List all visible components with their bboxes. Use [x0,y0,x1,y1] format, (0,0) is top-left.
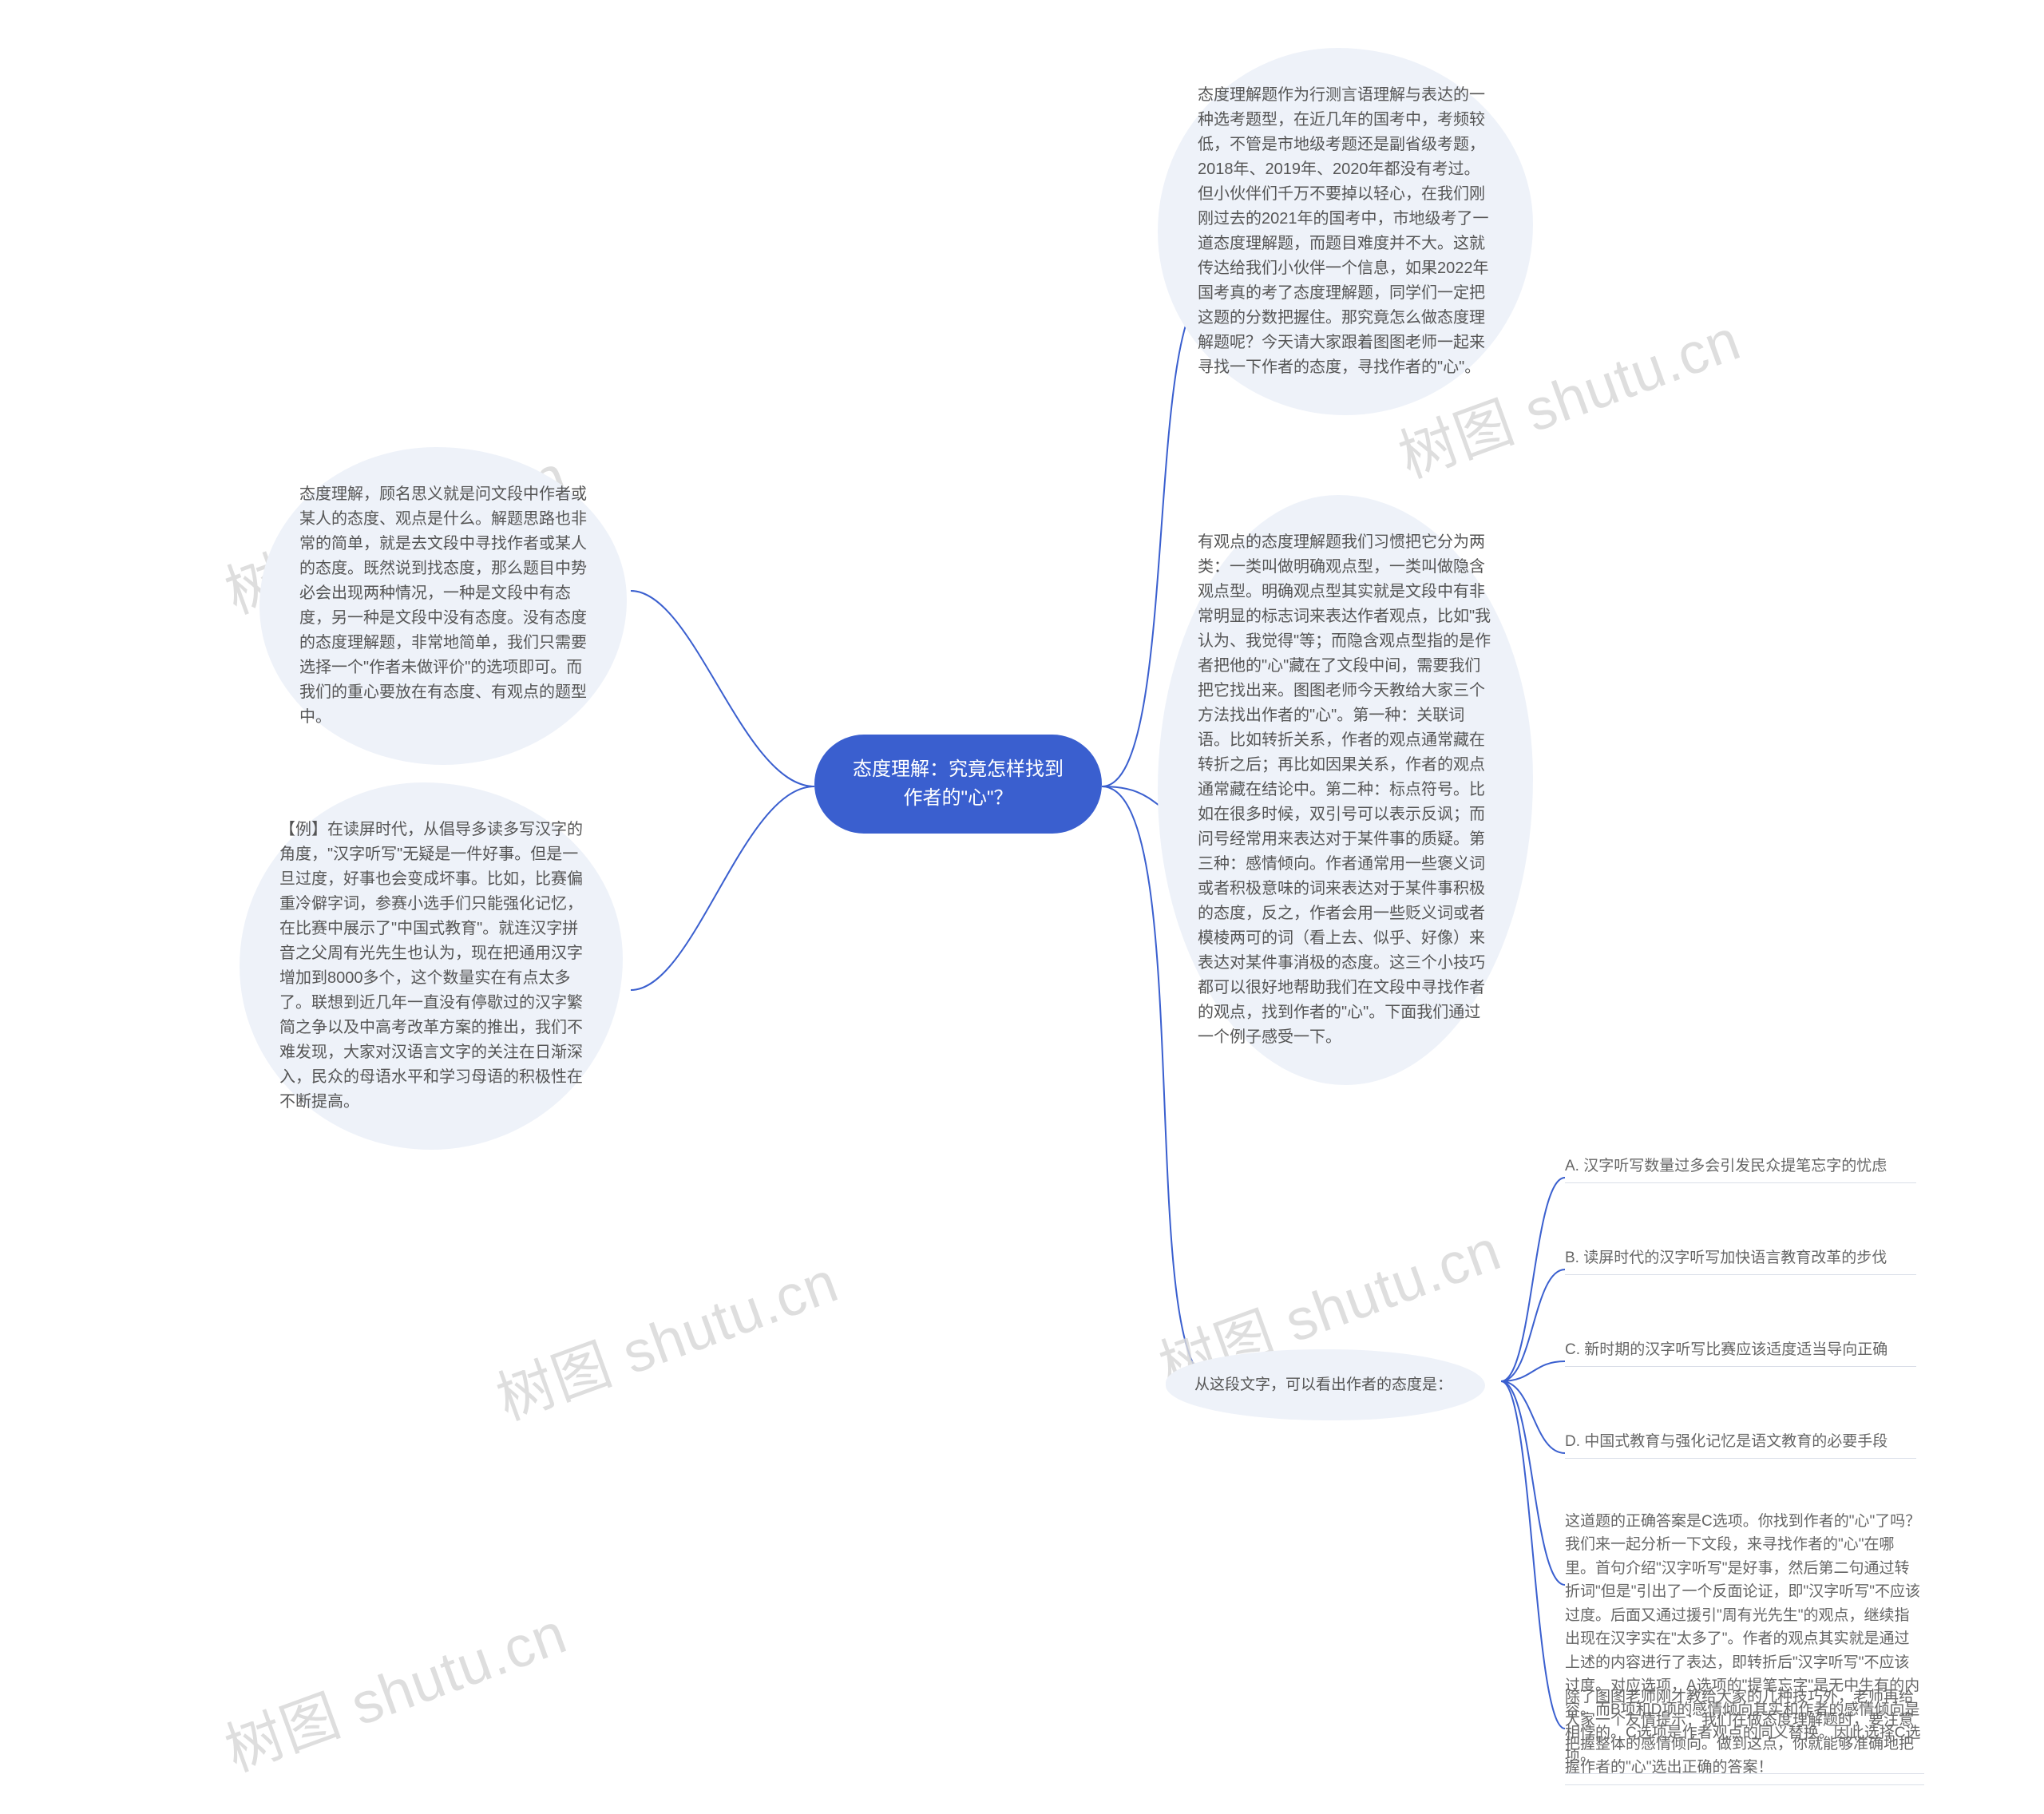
edge-question-optB [1501,1269,1565,1381]
question-bubble: 从这段文字，可以看出作者的态度是： [1166,1349,1485,1420]
option-tip: 除了图图老师刚才教给大家的几种技巧外，老师再给大家一个友情提示：我们在做态度理解… [1565,1681,1924,1785]
watermark: 树图 shutu.cn [212,1586,576,1788]
right-bubble-methods: 有观点的态度理解题我们习惯把它分为两类：一类叫做明确观点型，一类叫做隐含观点型。… [1158,495,1533,1085]
edge-question-optD [1501,1381,1565,1453]
center-node: 态度理解：究竟怎样找到 作者的"心"？ [814,735,1102,834]
option-c: C. 新时期的汉字听写比赛应该适度适当导向正确 [1565,1333,1916,1367]
watermark: 树图 shutu.cn [484,1235,848,1436]
option-b: B. 读屏时代的汉字听写加快语言教育改革的步伐 [1565,1242,1916,1275]
right-bubble-context: 态度理解题作为行测言语理解与表达的一种选考题型，在近几年的国考中，考频较低，不管… [1158,48,1533,415]
center-line1: 态度理解：究竟怎样找到 [845,755,1072,784]
mindmap-canvas: 树图 shutu.cn树图 shutu.cn树图 shutu.cn树图 shut… [0,0,2044,1814]
edge-question-tip [1501,1381,1565,1729]
edge-center-left-intro [631,591,814,786]
left-bubble-example: 【例】在读屏时代，从倡导多读多写汉字的角度，"汉字听写"无疑是一件好事。但是一旦… [240,782,623,1150]
edge-center-left-example [631,786,814,990]
center-line2: 作者的"心"？ [845,784,1072,813]
option-a: A. 汉字听写数量过多会引发民众提笔忘字的忧虑 [1565,1150,1916,1183]
edge-question-optC [1501,1361,1565,1381]
left-bubble-intro: 态度理解，顾名思义就是问文段中作者或某人的态度、观点是什么。解题思路也非常的简单… [259,447,627,765]
option-d: D. 中国式教育与强化记忆是语文教育的必要手段 [1565,1425,1916,1459]
edge-question-analysis [1501,1381,1565,1585]
edge-question-optA [1501,1178,1565,1381]
